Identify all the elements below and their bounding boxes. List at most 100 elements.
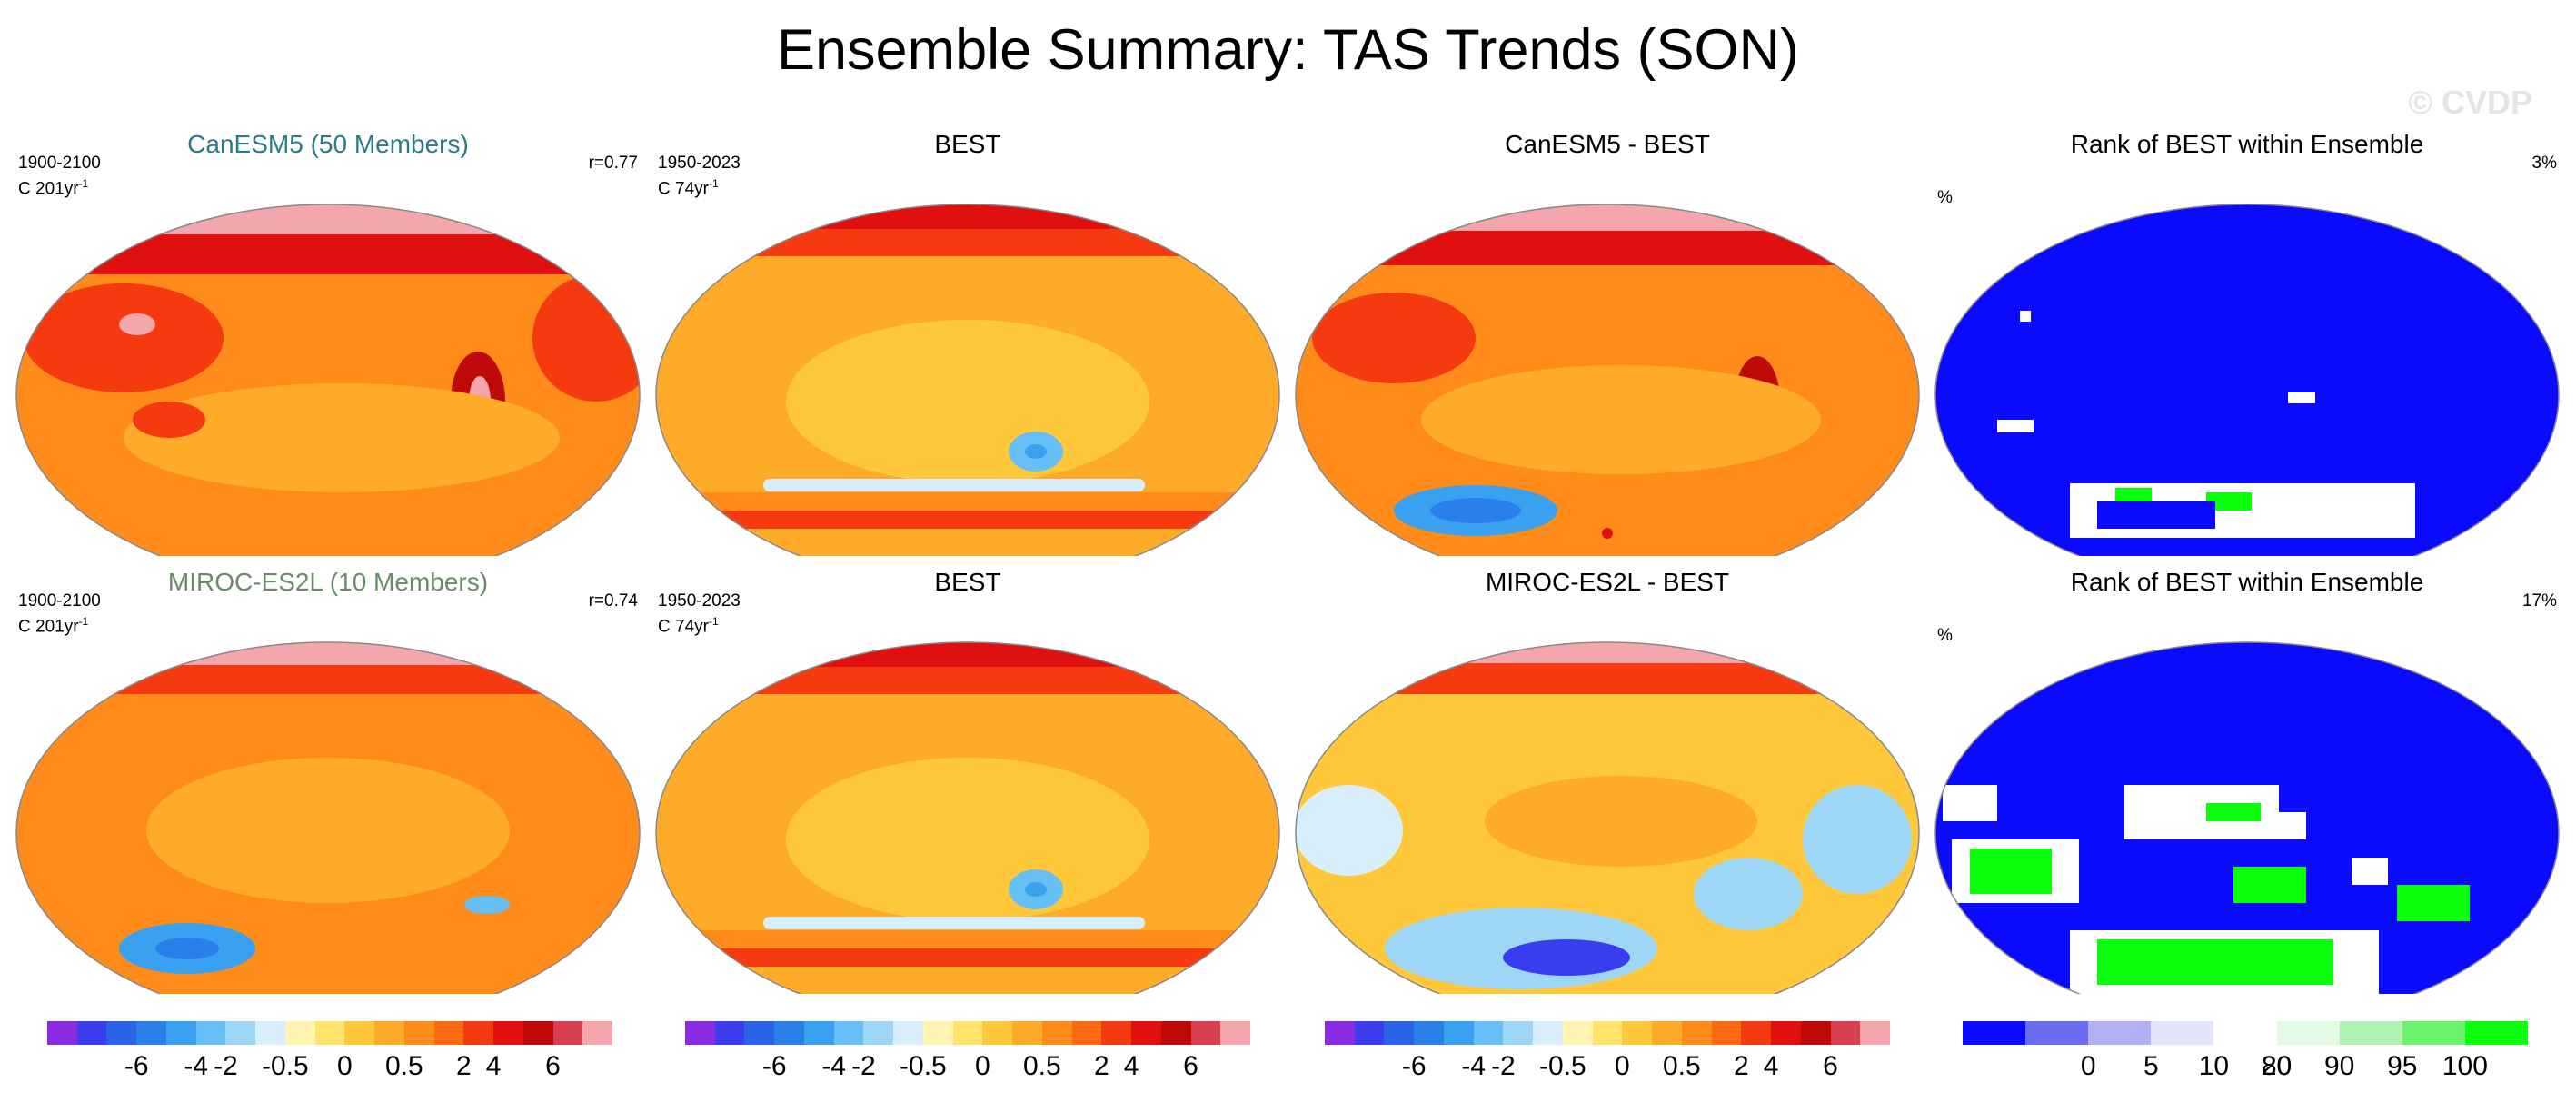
colorbar-tick-label: 0.5 — [1662, 1051, 1701, 1081]
colorbar-segment — [433, 1021, 464, 1045]
colorbar-segment — [1101, 1021, 1132, 1045]
colorbar-segment — [744, 1021, 775, 1045]
colorbar-segment — [1325, 1021, 1356, 1045]
units-exp: -1 — [78, 177, 89, 190]
colorbar-tick-label: 2 — [1733, 1051, 1749, 1081]
colorbar-tick-label: -2 — [1491, 1051, 1516, 1081]
colorbar-segment — [2276, 1021, 2341, 1045]
panel-best-trend-2: BEST 1950-2023 C 74yr-1 — [654, 567, 1281, 994]
colorbar-segment — [1443, 1021, 1475, 1045]
colorbar-segment — [1503, 1021, 1534, 1045]
panel-title: MIROC-ES2L - BEST — [1485, 568, 1730, 596]
units-text: C 201yr — [18, 179, 79, 199]
colorbar-segment — [1652, 1021, 1683, 1045]
units-exp: -1 — [708, 177, 719, 190]
colorbar-segment — [463, 1021, 494, 1045]
main-title: Ensemble Summary: TAS Trends (SON) — [777, 18, 1799, 82]
colorbar-segment — [2464, 1021, 2529, 1045]
colorbar-tick-label: 4 — [1123, 1051, 1139, 1081]
colorbar-segment — [344, 1021, 375, 1045]
colorbar-trend-2: -6 -4 -2 -0.5 0 0.5 2 4 6 — [685, 1021, 1251, 1094]
colorbar-segment — [1830, 1021, 1861, 1045]
colorbar-segment — [2339, 1021, 2403, 1045]
period-label: 1950-2023 C 74yr-1 — [658, 591, 741, 637]
panel-best-trend-1: BEST 1950-2023 C 74yr-1 — [654, 129, 1281, 556]
colorbar-segment — [2088, 1021, 2152, 1045]
colorbar-tick-label: 0.5 — [1022, 1051, 1061, 1081]
colorbar-segment — [1071, 1021, 1102, 1045]
colorbar-segment — [833, 1021, 864, 1045]
units-text: C 201yr — [18, 617, 79, 637]
panel-title: MIROC-ES2L (10 Members) — [167, 568, 489, 596]
colorbar-tick-label: 100 — [2442, 1051, 2488, 1081]
colorbar-tick-label: 6 — [545, 1051, 561, 1081]
colorbar-tick-label: 4 — [1763, 1051, 1779, 1081]
colorbar-tick-label: 0 — [2080, 1051, 2096, 1081]
colorbar-rank: 0 5 10 20 80 90 95 100 — [1963, 1021, 2529, 1094]
panel-title: BEST — [934, 130, 1001, 158]
colorbar-segment — [803, 1021, 835, 1045]
colorbar-segment — [1860, 1021, 1891, 1045]
map-canesm5-minus-best — [1295, 204, 1920, 556]
colorbar-segment — [47, 1021, 78, 1045]
units-text: C 74yr — [658, 617, 709, 637]
colorbar-segment — [1354, 1021, 1385, 1045]
colorbar-segment — [582, 1021, 613, 1045]
colorbar-tick-label: 0 — [975, 1051, 990, 1081]
colorbar-segment — [1473, 1021, 1504, 1045]
colorbar-tick-label: 2 — [455, 1051, 472, 1081]
units-exp: -1 — [78, 615, 89, 628]
panel-title: BEST — [934, 568, 1001, 596]
colorbar-segment — [893, 1021, 924, 1045]
units-text: C 74yr — [658, 179, 709, 199]
colorbar-segment — [1562, 1021, 1594, 1045]
panel-rank-2: Rank of BEST within Ensemble % 17% — [1934, 567, 2561, 994]
colorbar-segment — [255, 1021, 286, 1045]
colorbar-tick-label: -4 — [1461, 1051, 1487, 1081]
colorbar-tick-label: 20 — [2261, 1051, 2293, 1081]
colorbar-segment — [195, 1021, 226, 1045]
colorbar-segment — [1622, 1021, 1653, 1045]
colorbar-tick-label: -6 — [1401, 1051, 1427, 1081]
period-text: 1900-2100 — [18, 154, 101, 173]
colorbar-segment — [522, 1021, 554, 1045]
map-best-trend-1 — [655, 204, 1280, 556]
colorbar-segment — [225, 1021, 256, 1045]
colorbar-tick-label: 6 — [1183, 1051, 1198, 1081]
period-text: 1900-2100 — [18, 591, 101, 611]
period-label: 1900-2100 C 201yr-1 — [18, 591, 101, 637]
map-best-trend-2 — [655, 641, 1280, 994]
colorbar-segment — [774, 1021, 805, 1045]
panel-title: CanESM5 (50 Members) — [187, 130, 469, 158]
colorbar-segment — [2213, 1021, 2278, 1045]
colorbar-tick-label: 4 — [485, 1051, 502, 1081]
panel-title: Rank of BEST within Ensemble — [2070, 568, 2424, 596]
colorbar-segment — [2025, 1021, 2089, 1045]
colorbar-segment — [1681, 1021, 1713, 1045]
colorbar-segment — [863, 1021, 894, 1045]
colorbar-tick-label: 5 — [2143, 1051, 2159, 1081]
colorbar-segment — [2402, 1021, 2466, 1045]
colorbar-segment — [403, 1021, 435, 1045]
colorbar-tick-label: 0 — [1615, 1051, 1630, 1081]
colorbar-tick-label: -4 — [184, 1051, 209, 1081]
panel-canesm5-minus-best: CanESM5 - BEST — [1294, 129, 1921, 556]
map-miroc-trend — [15, 641, 641, 994]
colorbar-tick-label: 0 — [337, 1051, 353, 1081]
rank-percent-value: 3% — [2531, 154, 2557, 173]
rank-percent-value: 17% — [2521, 591, 2557, 611]
cvdp-watermark: © CVDP — [2408, 84, 2532, 121]
rank-percent-symbol: % — [1937, 188, 1953, 207]
colorbar-segment — [374, 1021, 405, 1045]
colorbar-segment — [922, 1021, 954, 1045]
colorbar-segment — [284, 1021, 316, 1045]
colorbar-segment — [1190, 1021, 1221, 1045]
colorbar-segment — [982, 1021, 1013, 1045]
colorbar-segment — [165, 1021, 197, 1045]
colorbar-segment — [2151, 1021, 2214, 1045]
colorbar-tick-label: 0.5 — [384, 1051, 423, 1081]
colorbar-tick-label: -2 — [851, 1051, 876, 1081]
colorbar-segment — [1771, 1021, 1802, 1045]
units-exp: -1 — [708, 615, 719, 628]
map-rank-2 — [1934, 641, 2560, 994]
